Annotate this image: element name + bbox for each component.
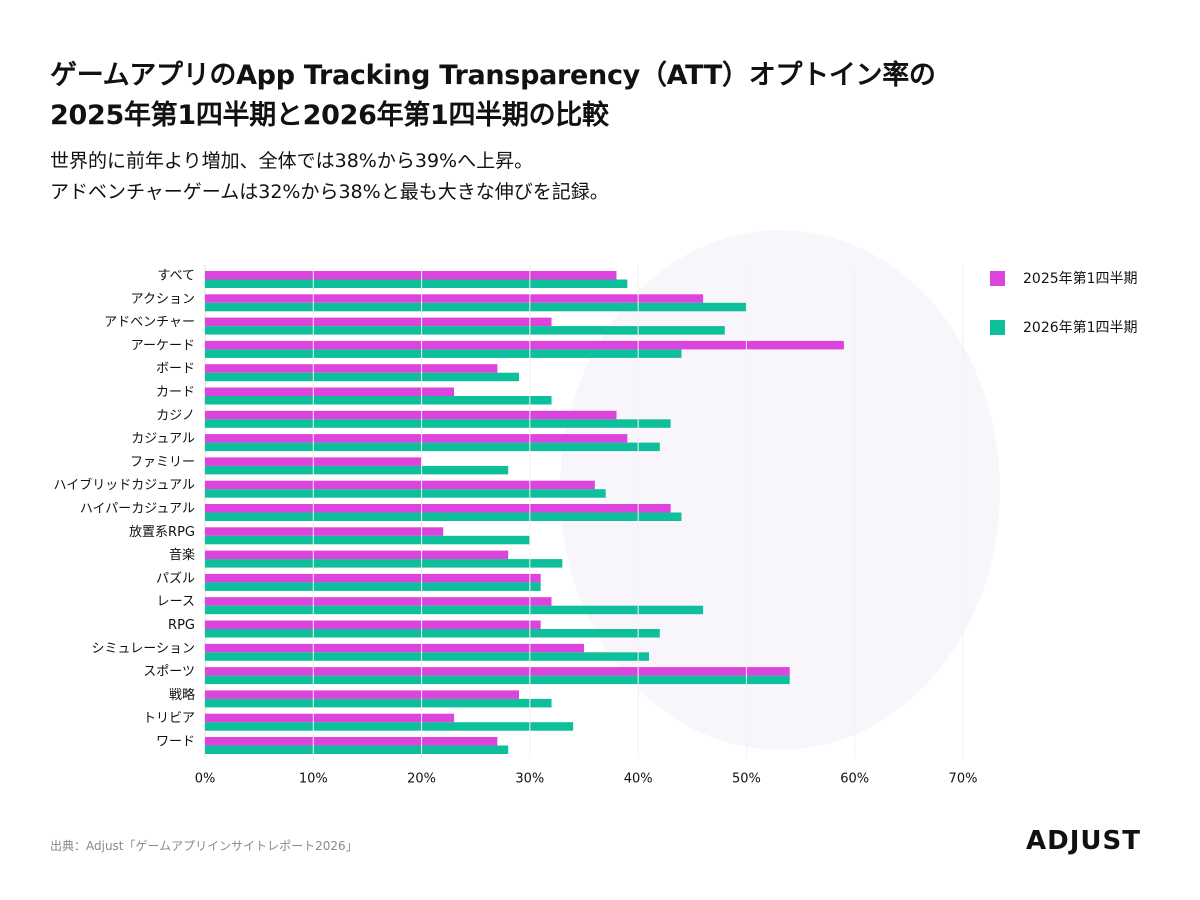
- bar-2025q1: [205, 387, 455, 396]
- legend-label-2025q1: 2025年第1四半期: [1023, 271, 1138, 287]
- adjust-logo: ADJUST: [1026, 826, 1141, 856]
- bar-2026q1: [205, 675, 790, 685]
- category-label: 戦略: [169, 687, 195, 703]
- bar-2025q1: [205, 317, 552, 327]
- x-tick-label: 30%: [515, 771, 544, 786]
- category-label: スポーツ: [143, 665, 195, 680]
- category-label: ワード: [156, 735, 195, 750]
- legend-swatch-2026q1: [990, 319, 1005, 335]
- chart-legend: 2025年第1四半期 2026年第1四半期: [990, 266, 1138, 364]
- category-label: シミュレーション: [92, 641, 195, 656]
- x-tick-label: 60%: [840, 771, 869, 786]
- bar-2025q1: [205, 573, 541, 583]
- bar-2025q1: [205, 643, 584, 653]
- bar-chart: すべてアクションアドベンチャーアーケードボードカードカジノカジュアルファミリーハ…: [54, 265, 978, 786]
- bar-2025q1: [205, 550, 509, 560]
- x-tick-label: 10%: [299, 771, 328, 786]
- category-label: ハイブリッドカジュアル: [54, 477, 195, 493]
- bar-2026q1: [205, 629, 660, 638]
- legend-item-2026q1: 2026年第1四半期: [990, 315, 1138, 339]
- category-label: パズル: [156, 570, 195, 586]
- category-label: ボード: [156, 362, 195, 377]
- bar-2026q1: [205, 512, 682, 521]
- bar-2026q1: [205, 302, 747, 312]
- bar-2026q1: [205, 465, 509, 475]
- bar-2025q1: [205, 504, 671, 513]
- category-label: ファミリー: [130, 455, 195, 470]
- bar-2026q1: [205, 535, 530, 545]
- legend-label-2026q1: 2026年第1四半期: [1023, 320, 1138, 336]
- bar-2026q1: [205, 745, 509, 754]
- bar-2025q1: [205, 480, 595, 490]
- bar-2026q1: [205, 582, 541, 591]
- bar-2025q1: [205, 690, 520, 699]
- category-label: 放置系RPG: [129, 525, 195, 540]
- bar-2025q1: [205, 340, 844, 350]
- category-label: カジノ: [156, 408, 195, 423]
- bar-2026q1: [205, 722, 574, 731]
- x-tick-label: 40%: [624, 771, 653, 786]
- bar-2025q1: [205, 667, 790, 676]
- bar-2026q1: [205, 279, 628, 288]
- bar-2026q1: [205, 372, 520, 382]
- bar-2026q1: [205, 396, 552, 405]
- x-tick-label: 50%: [732, 771, 761, 786]
- category-label: アドベンチャー: [104, 315, 195, 330]
- category-label: ハイパーカジュアル: [80, 502, 195, 517]
- bar-2026q1: [205, 419, 671, 428]
- category-label: RPG: [168, 618, 195, 633]
- bar-2026q1: [205, 326, 725, 335]
- bar-2025q1: [205, 597, 552, 606]
- title-line-1: ゲームアプリのApp Tracking Transparency（ATT）オプト…: [50, 60, 936, 91]
- bar-2025q1: [205, 620, 541, 629]
- subtitle-line-2: アドベンチャーゲームは32%から38%と最も大きな伸びを記録。: [50, 181, 609, 203]
- x-tick-label: 20%: [407, 771, 436, 786]
- background-circle-decoration: [560, 230, 1000, 750]
- bar-2026q1: [205, 559, 563, 568]
- category-label: 音楽: [169, 547, 195, 563]
- bar-2026q1: [205, 489, 606, 498]
- bar-2025q1: [205, 434, 628, 443]
- bar-2026q1: [205, 442, 660, 452]
- title-line-2: 2025年第1四半期と2026年第1四半期の比較: [50, 100, 609, 131]
- category-label: アクション: [131, 292, 195, 307]
- bar-2026q1: [205, 652, 649, 661]
- category-label: すべて: [157, 269, 195, 284]
- x-tick-label: 70%: [949, 771, 978, 786]
- category-label: カジュアル: [131, 432, 195, 447]
- subtitle-line-1: 世界的に前年より増加、全体では38%から39%へ上昇。: [50, 150, 534, 172]
- bar-2026q1: [205, 605, 704, 615]
- chart-title: ゲームアプリのApp Tracking Transparency（ATT）オプト…: [50, 56, 936, 136]
- bar-2025q1: [205, 527, 444, 536]
- x-tick-label: 0%: [195, 771, 216, 786]
- bar-2025q1: [205, 410, 617, 420]
- category-label: トリビア: [143, 711, 195, 726]
- category-label: レース: [157, 595, 195, 610]
- bar-2026q1: [205, 349, 682, 358]
- legend-swatch-2025q1: [990, 270, 1005, 286]
- category-label: アーケード: [131, 338, 195, 353]
- bar-2025q1: [205, 364, 498, 373]
- bar-2025q1: [205, 294, 704, 303]
- chart-subtitle: 世界的に前年より増加、全体では38%から39%へ上昇。 アドベンチャーゲームは3…: [50, 146, 609, 208]
- legend-item-2025q1: 2025年第1四半期: [990, 266, 1138, 290]
- bar-2025q1: [205, 271, 617, 280]
- bar-2025q1: [205, 713, 455, 723]
- bar-2025q1: [205, 737, 498, 746]
- bar-2026q1: [205, 698, 552, 708]
- source-note: 出典：Adjust「ゲームアプリインサイトレポート2026」: [50, 839, 358, 853]
- category-label: カード: [156, 385, 195, 400]
